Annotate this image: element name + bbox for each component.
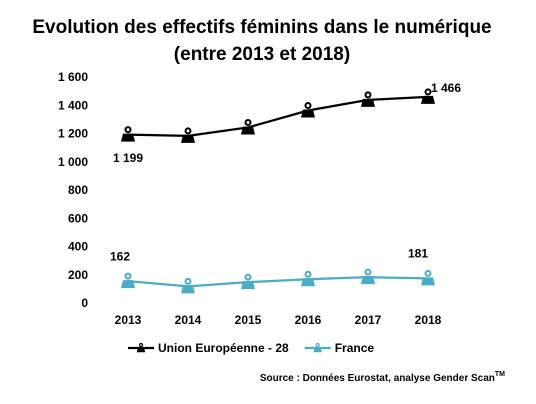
y-tick-label: 1 400	[58, 98, 88, 112]
marker-body	[421, 277, 435, 286]
marker-face	[426, 271, 430, 275]
marker	[313, 342, 322, 353]
y-tick-label: 1 600	[58, 70, 88, 84]
legend-label: France	[335, 341, 375, 355]
marker	[301, 270, 315, 287]
x-tick-label: 2016	[295, 313, 322, 327]
marker-face	[426, 90, 430, 94]
marker-body	[421, 95, 435, 104]
source: Source : Données Eurostat, analyse Gende…	[260, 371, 505, 384]
marker	[421, 88, 435, 104]
data-label: 181	[408, 247, 428, 261]
marker-face	[140, 344, 142, 346]
marker-face	[306, 272, 310, 276]
y-tick-label: 1 200	[58, 127, 88, 141]
marker-face	[306, 103, 310, 107]
x-tick-label: 2013	[115, 313, 142, 327]
x-tick-label: 2018	[415, 313, 442, 327]
marker-body	[181, 285, 195, 294]
marker	[361, 268, 375, 285]
marker	[241, 273, 255, 290]
chart-subtitle: (entre 2013 et 2018)	[174, 44, 350, 65]
marker-face	[246, 275, 250, 279]
source-mark: TM	[495, 371, 505, 378]
marker-body	[181, 134, 195, 143]
chart-title: Evolution des effectifs féminins dans le…	[32, 17, 491, 38]
y-tick-label: 600	[68, 211, 88, 225]
marker-face	[366, 270, 370, 274]
data-label: 162	[110, 249, 130, 263]
source-text: Source : Données Eurostat, analyse Gende…	[260, 373, 495, 384]
y-tick-label: 0	[81, 296, 88, 310]
marker-body	[313, 347, 322, 353]
marker	[421, 269, 435, 286]
marker	[181, 277, 195, 294]
x-tick-label: 2015	[235, 313, 262, 327]
marker-face	[126, 128, 130, 132]
series-line	[127, 95, 429, 138]
marker-body	[241, 281, 255, 290]
marker	[136, 342, 146, 353]
marker	[121, 126, 135, 142]
y-tick-label: 400	[68, 240, 88, 254]
marker-body	[121, 280, 135, 289]
marker-face	[246, 120, 250, 124]
marker-body	[361, 98, 375, 107]
marker	[361, 91, 375, 107]
y-tick-label: 1 000	[58, 155, 88, 169]
marker-face	[126, 274, 130, 278]
marker-body	[301, 109, 315, 118]
marker	[121, 272, 135, 289]
data-label: 1 466	[431, 81, 461, 95]
x-tick-label: 2017	[355, 313, 382, 327]
series-line	[127, 276, 429, 288]
legend-label: Union Européenne - 28	[158, 341, 289, 355]
marker	[301, 101, 315, 118]
marker-body	[136, 347, 146, 353]
marker-body	[301, 278, 315, 287]
marker	[181, 127, 195, 143]
y-tick-label: 200	[68, 268, 88, 282]
marker-face	[316, 344, 319, 346]
data-label: 1 199	[113, 151, 143, 165]
marker-face	[186, 279, 190, 283]
y-tick-label: 800	[68, 183, 88, 197]
marker-body	[361, 276, 375, 285]
x-tick-label: 2014	[175, 313, 202, 327]
marker-body	[241, 126, 255, 135]
marker-body	[121, 133, 135, 142]
marker-face	[186, 129, 190, 133]
marker	[241, 118, 255, 135]
marker-face	[366, 93, 370, 97]
